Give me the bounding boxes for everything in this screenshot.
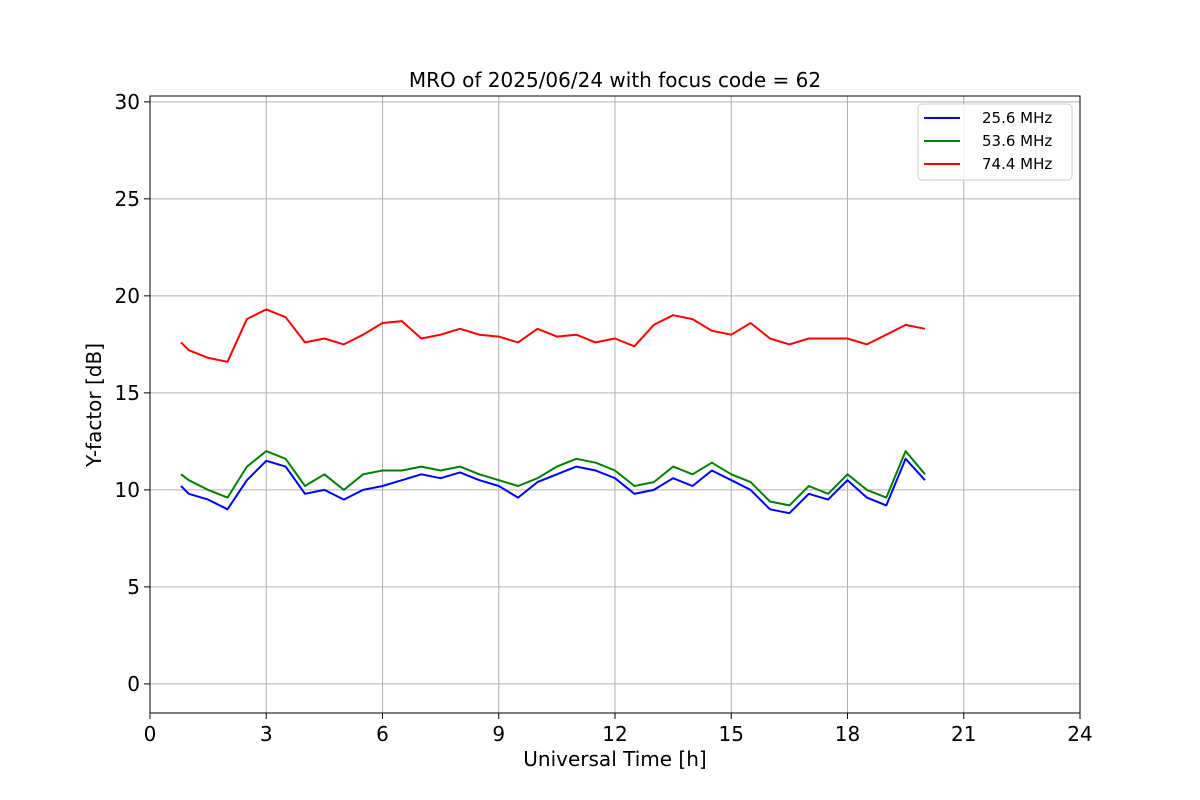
x-tick-label: 18 — [835, 722, 860, 746]
series-line-74-4-mhz — [180, 308, 926, 363]
x-tick-label: 24 — [1067, 722, 1092, 746]
x-tick-label: 3 — [260, 722, 273, 746]
legend-label-25-6-mhz: 25.6 MHz — [982, 109, 1052, 127]
y-tick-label: 5 — [127, 575, 140, 599]
x-axis-label: Universal Time [h] — [523, 747, 706, 771]
legend-box — [917, 103, 1073, 181]
x-tick-label: 12 — [602, 722, 627, 746]
y-tick-label: 0 — [127, 672, 140, 696]
x-tick-label: 6 — [376, 722, 389, 746]
series-line-53-6-mhz — [180, 450, 926, 507]
y-tick-label: 25 — [115, 187, 140, 211]
y-tick-label: 15 — [115, 381, 140, 405]
y-tick-label: 20 — [115, 284, 140, 308]
legend-label-74-4-mhz: 74.4 MHz — [982, 155, 1052, 173]
x-tick-label: 21 — [951, 722, 976, 746]
legend: 25.6 MHz 53.6 MHz 74.4 MHz — [917, 103, 1073, 181]
y-tick-label: 30 — [115, 90, 140, 114]
y-axis-ticks: 0 5 10 15 20 25 30 — [115, 90, 150, 696]
x-axis-ticks: 0 3 6 9 12 15 18 21 24 — [144, 713, 1093, 746]
x-tick-label: 0 — [144, 722, 157, 746]
series-group — [180, 308, 926, 515]
chart-title: MRO of 2025/06/24 with focus code = 62 — [409, 68, 821, 92]
x-tick-label: 9 — [492, 722, 505, 746]
x-tick-label: 15 — [719, 722, 744, 746]
y-tick-label: 10 — [115, 478, 140, 502]
series-line-25-6-mhz — [180, 457, 926, 515]
grid — [149, 96, 1081, 713]
y-axis-label: Y-factor [dB] — [82, 343, 106, 468]
legend-label-53-6-mhz: 53.6 MHz — [982, 132, 1052, 150]
